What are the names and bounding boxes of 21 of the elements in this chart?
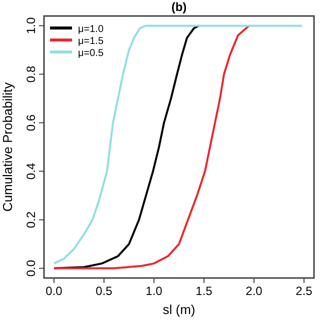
legend-label: μ=0.5	[78, 48, 104, 59]
x-tick-label: 2.0	[246, 284, 263, 298]
y-tick-label: 0.6	[24, 114, 38, 132]
x-tick-label: 1.5	[196, 284, 213, 298]
x-axis-title: sl (m)	[162, 302, 196, 317]
y-tick-label: 0.0	[24, 260, 38, 277]
y-tick-label: 0.2	[24, 211, 38, 228]
y-tick-label: 1.0	[24, 17, 38, 34]
x-tick-label: 0.0	[46, 284, 63, 298]
y-axis-title: Cumulative Probability	[0, 82, 15, 212]
line-series	[53, 24, 200, 270]
line-series	[53, 24, 303, 264]
y-tick-label: 0.4	[24, 162, 38, 180]
x-tick-label: 0.5	[96, 284, 113, 298]
legend-label: μ=1.0	[78, 24, 104, 35]
x-tick-label: 1.0	[146, 284, 163, 298]
line-series	[53, 24, 250, 270]
y-tick-label: 0.8	[24, 66, 38, 83]
chart-title: (b)	[171, 0, 187, 14]
x-tick-label: 2.5	[296, 284, 313, 298]
legend-label: μ=1.5	[78, 36, 104, 47]
